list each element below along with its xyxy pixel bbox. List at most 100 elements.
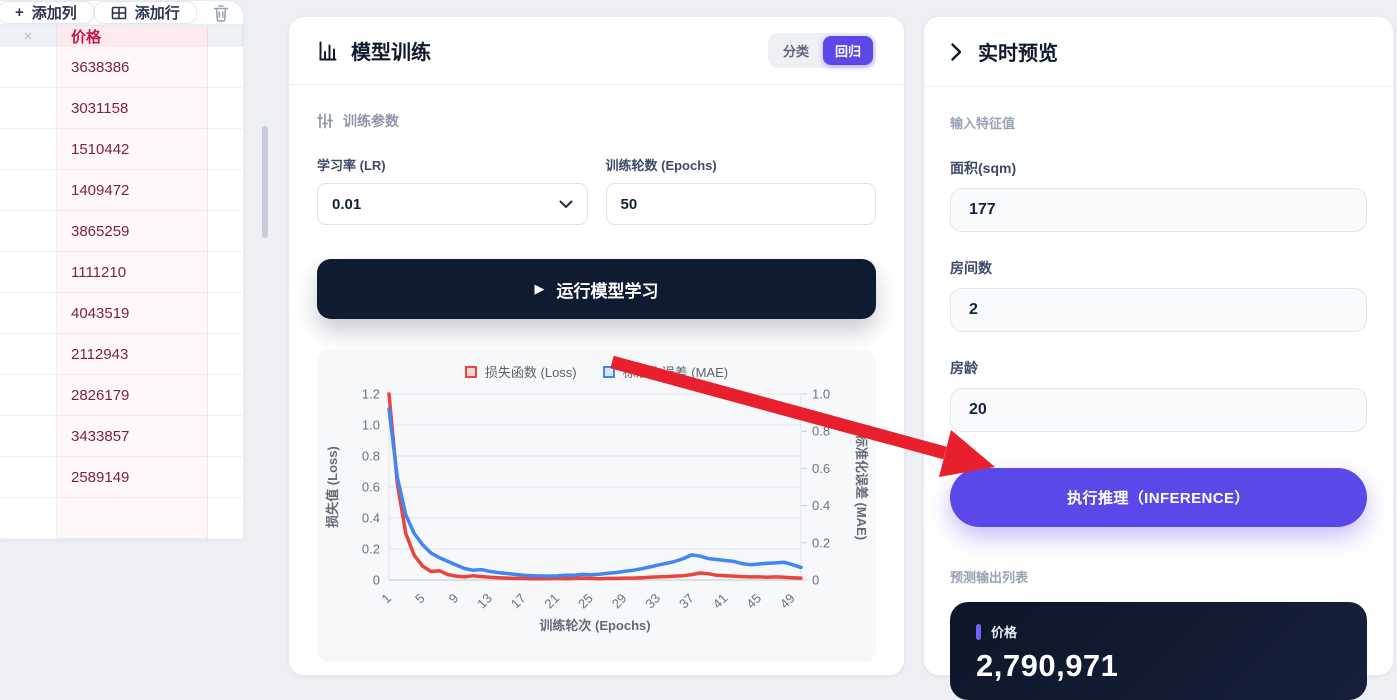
svg-text:21: 21 [541,591,562,612]
svg-text:9: 9 [446,591,462,607]
legend-loss[interactable]: 损失函数 (Loss) [464,362,577,381]
age-input[interactable]: 20 [950,388,1367,432]
play-icon: ▶ [534,281,545,296]
header-filler-cell [208,26,243,47]
table-row: 3031158 [0,88,243,129]
live-preview-panel: 实时预览 输入特征值 面积(sqm) 177 房间数 2 房龄 20 执行推理（… [923,16,1394,700]
row-filler-cell [0,498,57,539]
svg-text:41: 41 [710,591,731,612]
table-row: 3433857 [0,416,243,457]
price-table-body: 3638386 3031158 1510442 1409472 3865259 [0,47,243,539]
price-cell[interactable] [57,498,208,539]
svg-text:25: 25 [575,591,596,612]
row-filler-cell [208,498,243,539]
table-grid-icon [111,5,127,21]
price-cell[interactable]: 3031158 [57,88,208,129]
price-cell[interactable]: 4043519 [57,293,208,334]
row-filler-cell [0,47,57,88]
training-chart-card: 损失函数 (Loss) 标准化误差 (MAE) 1.2 1.0 0.8 0.6 0.4 0… [317,350,876,662]
data-table-panel: + 添加列 添加行 × 价格 3638386 30311 [0,0,268,540]
price-cell[interactable]: 2826179 [57,375,208,416]
tab-classification[interactable]: 分类 [782,44,809,59]
price-column-header[interactable]: 价格 [57,26,208,47]
table-row: 3638386 [0,47,243,88]
table-row: 4043519 [0,293,243,334]
table-row: 2826179 [0,375,243,416]
svg-text:5: 5 [412,591,428,607]
remove-column-icon[interactable]: × [0,26,57,47]
mae-swatch-icon [602,365,615,378]
tab-regression[interactable]: 回归 [822,36,873,65]
rooms-input[interactable]: 2 [950,288,1367,332]
row-filler-cell [0,88,57,129]
svg-text:0.2: 0.2 [362,542,380,557]
prediction-output-section-label: 预测输出列表 [950,570,1029,585]
epochs-label: 训练轮数 (Epochs) [605,158,717,173]
epochs-input[interactable]: 50 [605,183,876,225]
sliders-icon [317,113,333,129]
training-params-section: 训练参数 [317,111,876,131]
svg-text:0.8: 0.8 [362,449,380,464]
chart-legend: 损失函数 (Loss) 标准化误差 (MAE) [317,362,876,381]
svg-text:损失值 (Loss): 损失值 (Loss) [325,446,340,528]
mode-toggle: 分类 回归 [767,33,876,68]
plus-icon: + [15,4,24,21]
table-row: 2589149 [0,457,243,498]
price-cell[interactable]: 2589149 [57,457,208,498]
price-cell[interactable]: 1111210 [57,252,208,293]
row-filler-cell [0,170,57,211]
result-accent-bar [976,623,981,640]
table-top-spacer [0,25,243,26]
legend-mae[interactable]: 标准化误差 (MAE) [602,362,728,381]
svg-text:13: 13 [474,591,495,612]
svg-text:0.6: 0.6 [812,461,830,476]
price-cell[interactable]: 1409472 [57,170,208,211]
row-filler-cell [208,375,243,416]
bar-chart-icon [317,40,339,62]
training-panel-title: 模型训练 [351,42,431,64]
svg-text:29: 29 [609,591,630,612]
price-cell[interactable]: 2112943 [57,334,208,375]
price-cell[interactable]: 1510442 [57,129,208,170]
svg-text:0.2: 0.2 [812,535,830,550]
row-filler-cell [208,334,243,375]
price-cell[interactable]: 3865259 [57,211,208,252]
row-filler-cell [208,47,243,88]
row-filler-cell [208,252,243,293]
chevron-right-icon[interactable] [950,42,962,62]
run-inference-button[interactable]: 执行推理（INFERENCE） [950,468,1367,527]
svg-text:45: 45 [743,591,764,612]
svg-text:1.2: 1.2 [362,387,380,402]
training-params-label: 训练参数 [343,113,399,129]
area-field-label: 面积(sqm) [950,160,1017,176]
row-filler-cell [208,416,243,457]
delete-trash-icon[interactable] [211,3,231,23]
training-chart-svg: 1.2 1.0 0.8 0.6 0.4 0.2 0 1.0 0.8 0.6 0.4 0.2 0 1 5 9 13… [325,387,869,634]
row-filler-cell [208,170,243,211]
add-column-button[interactable]: + 添加列 [0,1,94,24]
svg-text:1: 1 [378,591,394,607]
row-filler-cell [208,457,243,498]
row-filler-cell [0,375,57,416]
row-filler-cell [208,88,243,129]
run-training-button[interactable]: ▶ 运行模型学习 [317,259,876,319]
table-row: 1510442 [0,129,243,170]
price-cell[interactable]: 3638386 [57,47,208,88]
price-cell[interactable]: 3433857 [57,416,208,457]
model-training-panel: 模型训练 分类 回归 训练参数 学习率 (LR) 0.01 [288,16,905,676]
row-filler-cell [0,457,57,498]
table-scrollbar-thumb[interactable] [262,126,268,238]
row-filler-cell [0,416,57,457]
table-row: 1111210 [0,252,243,293]
row-filler-cell [0,334,57,375]
price-table-header: × 价格 [0,26,243,47]
lr-select[interactable]: 0.01 [317,183,588,225]
area-input[interactable]: 177 [950,188,1367,232]
row-filler-cell [208,129,243,170]
svg-text:训练轮次 (Epochs): 训练轮次 (Epochs) [539,618,650,633]
add-row-button[interactable]: 添加行 [93,1,197,24]
svg-text:0.4: 0.4 [362,511,380,526]
svg-text:0.6: 0.6 [362,480,380,495]
row-filler-cell [208,211,243,252]
rooms-field-label: 房间数 [950,260,992,276]
